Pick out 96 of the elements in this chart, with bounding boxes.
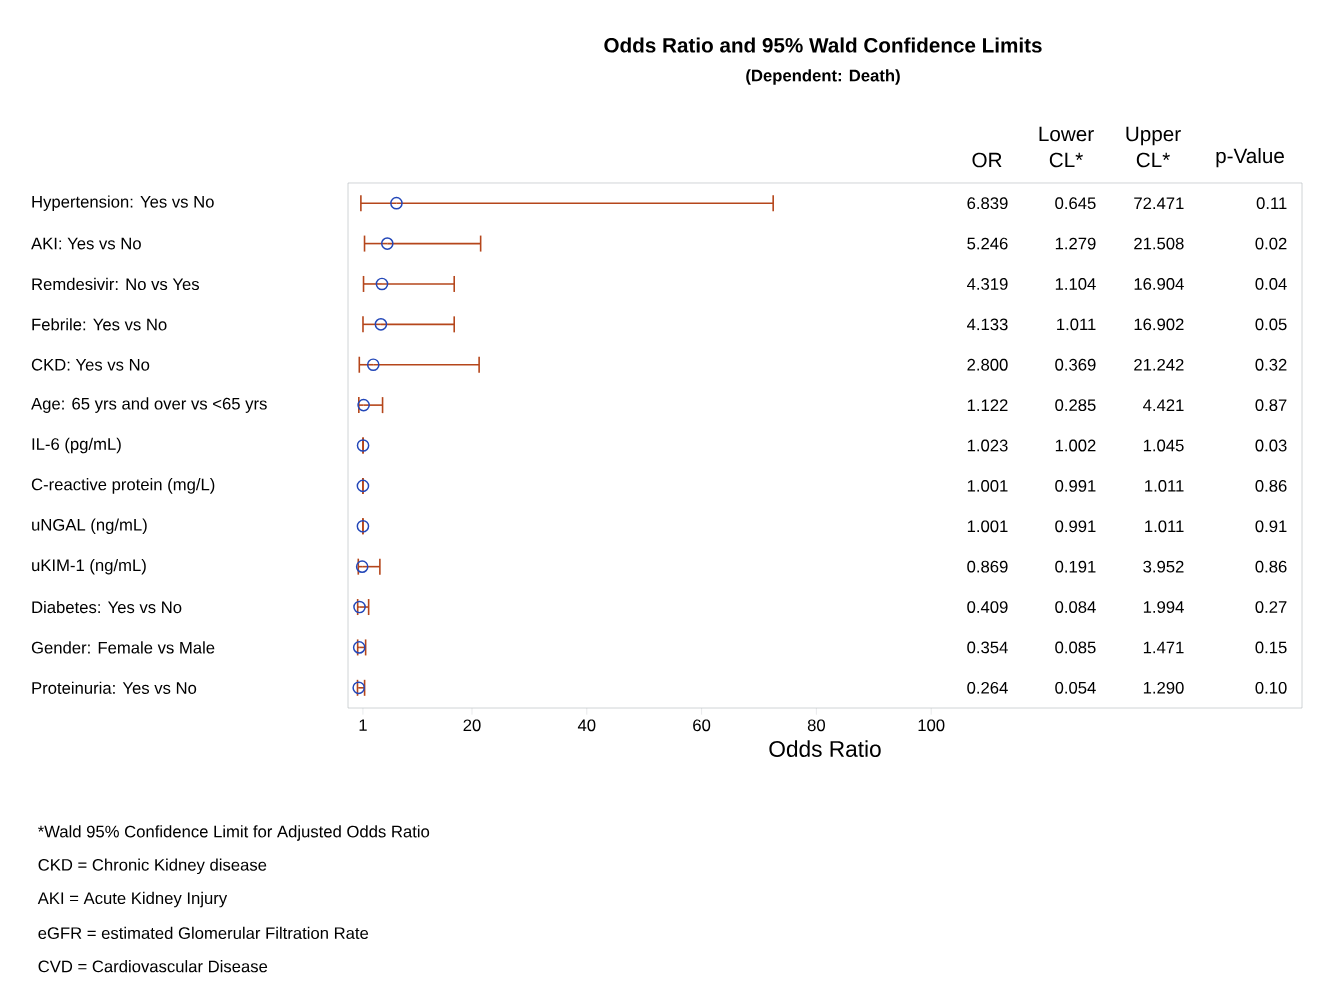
chart-title: Odds Ratio and 95% Wald Confidence Limits <box>604 37 1042 53</box>
annotation: 1.994 <box>1143 601 1184 613</box>
annotation: 1.279 <box>1055 237 1096 250</box>
annotation: 3.952 <box>1143 560 1184 573</box>
annotation: 0.369 <box>1055 358 1096 371</box>
point <box>352 681 366 695</box>
annotation: 1.023 <box>967 439 1008 452</box>
point <box>353 600 366 614</box>
annotation: 0.869 <box>967 560 1008 573</box>
annotation: 4.421 <box>1143 399 1184 411</box>
y-tick-label: Remdesivir: No vs Yes <box>32 277 200 291</box>
annotation: 1.011 <box>1145 480 1184 492</box>
y-tick-label: C-reactive protein (mg/L) <box>31 478 215 494</box>
text: eGFR = estimated Glomerular Filtration Rate <box>38 926 369 940</box>
annotation: 0.285 <box>1055 399 1096 412</box>
point <box>355 560 369 573</box>
annotation: 0.054 <box>1055 681 1096 694</box>
point <box>390 196 403 210</box>
annotation: 1.011 <box>1057 318 1096 331</box>
text: CKD = Chronic Kidney disease <box>38 858 267 875</box>
point <box>356 519 370 533</box>
annotation: 0.191 <box>1055 560 1096 573</box>
text: Lower CL* <box>1039 126 1094 168</box>
annotation: 16.902 <box>1134 318 1184 331</box>
annotation: 1.122 <box>967 399 1008 411</box>
annotation: 1.104 <box>1055 278 1096 290</box>
annotation: 0.02 <box>1255 237 1287 250</box>
annotation: 5.246 <box>967 237 1008 250</box>
x-axis-title: Odds Ratio <box>769 740 881 757</box>
x-tick-label: 40 <box>577 719 596 732</box>
point <box>356 479 370 493</box>
y-tick-label: Hypertension: Yes vs No <box>32 195 214 211</box>
point <box>352 641 366 654</box>
y-tick-label: Age: 65 yrs and over vs <65 yrs <box>31 397 267 413</box>
y-tick-label: Proteinuria: Yes vs No <box>32 681 197 694</box>
annotation: 0.91 <box>1255 520 1287 533</box>
annotation: 0.085 <box>1055 641 1096 654</box>
x-tick-label: 20 <box>463 719 481 732</box>
annotation: 1.011 <box>1145 520 1184 533</box>
annotation: 0.11 <box>1256 197 1287 210</box>
annotation: 4.319 <box>967 278 1008 290</box>
y-tick-label: CKD: Yes vs No <box>31 358 150 371</box>
annotation: 1.001 <box>967 480 1008 492</box>
annotation: 0.084 <box>1055 601 1096 613</box>
chart-subtitle: (Dependent: Death) <box>746 69 900 85</box>
annotation: 0.10 <box>1255 681 1287 694</box>
annotation: 0.87 <box>1255 399 1287 412</box>
point <box>380 237 394 250</box>
annotation: 1.045 <box>1143 439 1184 452</box>
annotation: 0.04 <box>1255 278 1287 290</box>
annotation: 2.800 <box>967 358 1008 371</box>
x-tick-label: 60 <box>693 719 711 732</box>
annotation: 0.991 <box>1055 520 1096 533</box>
annotation: 0.86 <box>1255 560 1287 573</box>
text: *Wald 95% Confidence Limit for Adjusted Odds Ratio <box>37 825 430 841</box>
annotation: 0.991 <box>1055 480 1096 492</box>
x-tick-label: 80 <box>807 719 826 732</box>
y-tick-label: AKI: Yes vs No <box>31 237 141 250</box>
x-tick-label: 100 <box>918 719 945 732</box>
text: p-Value <box>1216 148 1284 168</box>
annotation: 0.05 <box>1255 318 1287 331</box>
text: CVD = Cardiovascular Disease <box>38 960 268 973</box>
point <box>366 358 380 372</box>
y-tick-label: IL-6 (pg/mL) <box>32 437 121 454</box>
text: Upper CL* <box>1126 126 1181 168</box>
point <box>375 277 389 291</box>
annotation: 0.32 <box>1255 358 1287 371</box>
annotation: 1.471 <box>1143 641 1184 654</box>
annotation: 0.354 <box>967 641 1008 654</box>
text: AKI = Acute Kidney Injury <box>37 891 228 908</box>
annotation: 1.001 <box>967 520 1008 533</box>
annotation: 4.133 <box>967 318 1008 331</box>
annotation: 1.002 <box>1055 439 1096 452</box>
annotation: 0.264 <box>967 681 1008 694</box>
y-tick-label: Gender: Female vs Male <box>31 641 215 654</box>
point <box>356 439 370 452</box>
y-tick-label: Febrile: Yes vs No <box>32 318 167 331</box>
x-tick-label: 1 <box>359 719 367 731</box>
y-tick-label: uNGAL (ng/mL) <box>32 518 147 535</box>
point <box>357 398 370 412</box>
annotation: 0.15 <box>1255 641 1287 654</box>
annotation: 72.471 <box>1134 197 1184 210</box>
text: OR <box>972 152 1002 168</box>
annotation: 21.508 <box>1134 237 1184 250</box>
annotation: 0.03 <box>1255 439 1287 452</box>
annotation: 6.839 <box>967 197 1008 210</box>
y-tick-label: uKIM-1 (ng/mL) <box>32 558 146 575</box>
point <box>374 318 388 331</box>
annotation: 16.904 <box>1134 278 1184 290</box>
annotation: 0.409 <box>967 601 1008 613</box>
annotation: 0.86 <box>1255 480 1287 492</box>
y-tick-label: Diabetes: Yes vs No <box>32 600 182 614</box>
annotation: 0.27 <box>1255 601 1287 613</box>
annotation: 21.242 <box>1134 358 1184 371</box>
annotation: 1.290 <box>1143 681 1184 694</box>
annotation: 0.645 <box>1055 197 1096 210</box>
